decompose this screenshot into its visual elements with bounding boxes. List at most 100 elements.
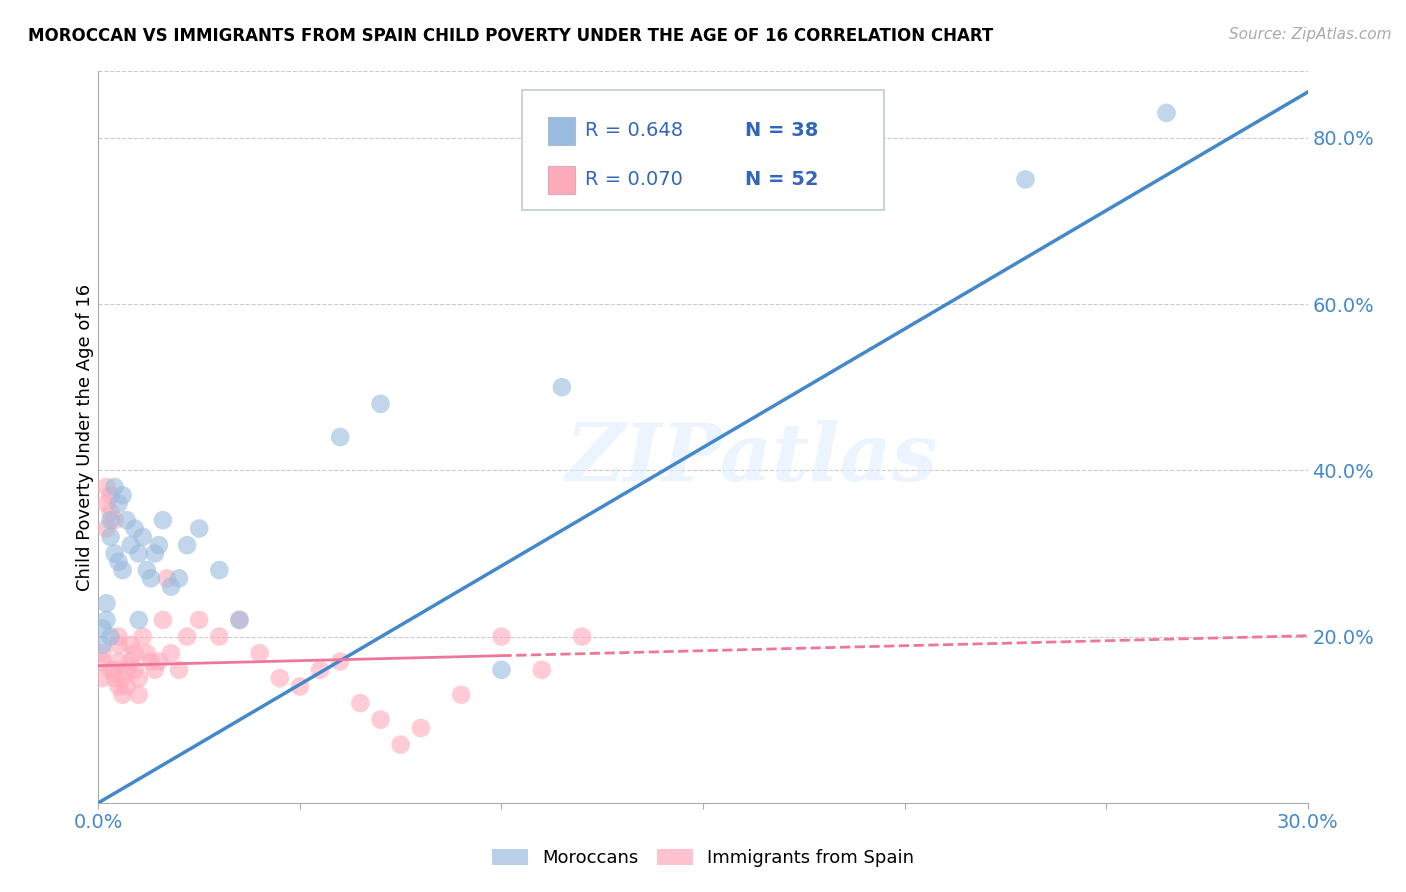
Y-axis label: Child Poverty Under the Age of 16: Child Poverty Under the Age of 16 [76,284,94,591]
Point [208,563,231,577]
Point [91,621,114,635]
Point [651,155,673,169]
Point [349,696,371,710]
Point [96,521,118,535]
Point [111,563,134,577]
Point [111,488,134,502]
Point [409,721,432,735]
Point [100,488,122,502]
Point [389,738,412,752]
Point [111,688,134,702]
Point [91,671,114,685]
Point [96,596,118,610]
Point [100,505,122,519]
Point [148,538,170,552]
Point [370,713,392,727]
Point [156,571,179,585]
Point [120,655,142,669]
Point [208,630,231,644]
Point [132,530,155,544]
Text: R = 0.070: R = 0.070 [585,170,682,189]
Point [107,655,129,669]
Point [152,513,174,527]
Point [228,613,250,627]
Point [103,513,125,527]
Point [167,571,190,585]
Point [96,480,118,494]
Point [100,513,122,527]
Text: ZIPatlas: ZIPatlas [565,420,938,498]
Point [249,646,271,660]
Point [309,663,332,677]
Point [103,663,125,677]
Point [152,613,174,627]
Point [115,680,138,694]
Point [135,646,157,660]
Legend: Moroccans, Immigrants from Spain: Moroccans, Immigrants from Spain [485,841,921,874]
Point [188,521,211,535]
Point [450,688,472,702]
Point [103,480,125,494]
Point [103,671,125,685]
Point [160,646,183,660]
Point [111,671,134,685]
Point [96,613,118,627]
Point [370,397,392,411]
Point [128,671,150,685]
Point [143,663,166,677]
Point [128,546,150,560]
Point [107,630,129,644]
Point [100,630,122,644]
Point [120,538,142,552]
Point [571,630,593,644]
Point [139,571,162,585]
Point [107,555,129,569]
Point [100,663,122,677]
Point [139,655,162,669]
Point [551,380,574,394]
Point [115,663,138,677]
FancyBboxPatch shape [548,117,575,145]
Point [107,638,129,652]
Point [491,630,513,644]
Point [228,613,250,627]
Point [91,646,114,660]
Point [1156,106,1178,120]
Point [188,613,211,627]
Point [128,688,150,702]
Point [269,671,291,685]
Point [143,546,166,560]
Point [733,189,755,203]
Point [132,630,155,644]
Point [135,563,157,577]
Point [103,546,125,560]
Point [530,663,553,677]
Text: N = 52: N = 52 [745,170,818,189]
Text: Source: ZipAtlas.com: Source: ZipAtlas.com [1229,27,1392,42]
Point [128,613,150,627]
Point [491,663,513,677]
Point [167,663,190,677]
FancyBboxPatch shape [522,90,884,211]
Point [148,655,170,669]
Point [288,680,311,694]
Point [96,497,118,511]
Point [329,655,352,669]
Point [91,638,114,652]
Point [329,430,352,444]
Point [107,497,129,511]
Point [176,630,198,644]
Text: N = 38: N = 38 [745,121,818,140]
Text: R = 0.648: R = 0.648 [585,121,683,140]
Point [124,521,146,535]
Point [124,646,146,660]
Point [115,513,138,527]
Text: MOROCCAN VS IMMIGRANTS FROM SPAIN CHILD POVERTY UNDER THE AGE OF 16 CORRELATION : MOROCCAN VS IMMIGRANTS FROM SPAIN CHILD … [28,27,994,45]
Point [107,680,129,694]
Point [120,638,142,652]
Point [176,538,198,552]
Point [160,580,183,594]
Point [100,530,122,544]
Point [91,655,114,669]
Point [1014,172,1036,186]
